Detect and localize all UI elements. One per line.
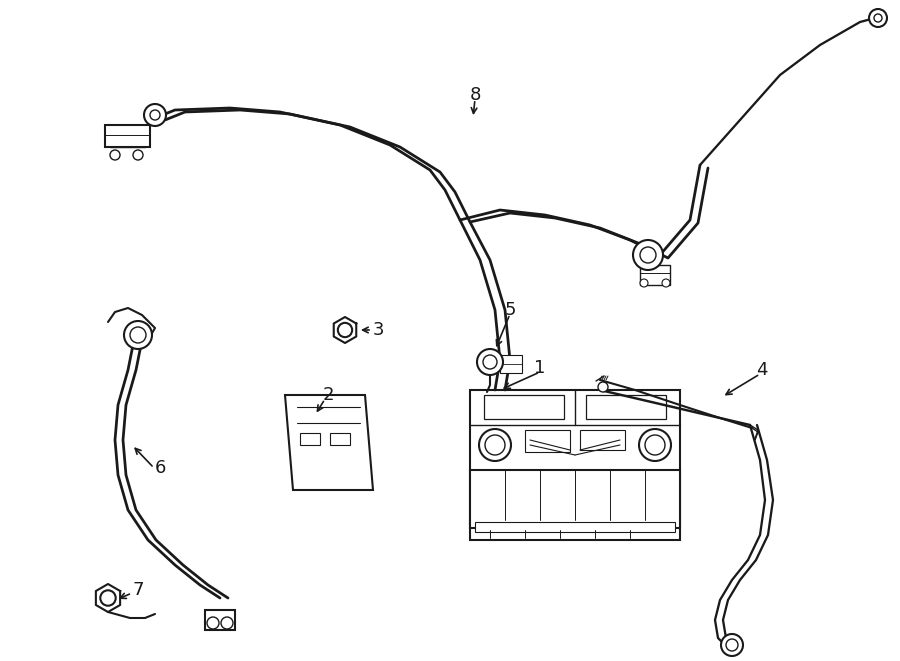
Circle shape [110,150,120,160]
Text: 3: 3 [373,321,383,339]
Polygon shape [285,395,373,490]
Text: 6: 6 [154,459,166,477]
Circle shape [207,617,219,629]
Bar [105,125,150,147]
Circle shape [645,435,665,455]
Bar [525,430,570,452]
Circle shape [640,247,656,263]
Polygon shape [334,317,356,343]
Circle shape [640,279,648,287]
Bar [470,390,680,540]
Bar [586,395,666,419]
Circle shape [726,639,738,651]
Circle shape [639,429,671,461]
Text: 8: 8 [469,86,481,104]
Circle shape [662,279,670,287]
Circle shape [479,429,511,461]
Circle shape [874,14,882,22]
Circle shape [477,349,503,375]
Bar [330,433,350,445]
Bar [205,610,235,630]
Bar [300,433,320,445]
Circle shape [124,321,152,349]
Bar [470,470,680,528]
Circle shape [485,435,505,455]
Bar [640,265,670,285]
Text: 2: 2 [322,386,334,404]
Text: 1: 1 [535,359,545,377]
Text: 5: 5 [504,301,516,319]
Bar [500,355,522,373]
Bar [484,395,564,419]
Circle shape [721,634,743,656]
Text: 4: 4 [756,361,768,379]
Circle shape [130,327,146,343]
Circle shape [150,110,160,120]
Bar [580,430,625,450]
Circle shape [869,9,887,27]
Circle shape [144,104,166,126]
Text: 7: 7 [132,581,144,599]
Circle shape [633,240,663,270]
Circle shape [483,355,497,369]
Circle shape [133,150,143,160]
Bar [475,522,675,532]
Circle shape [338,323,352,337]
Circle shape [598,382,608,392]
Polygon shape [96,584,120,612]
Circle shape [221,617,233,629]
Circle shape [100,590,116,605]
